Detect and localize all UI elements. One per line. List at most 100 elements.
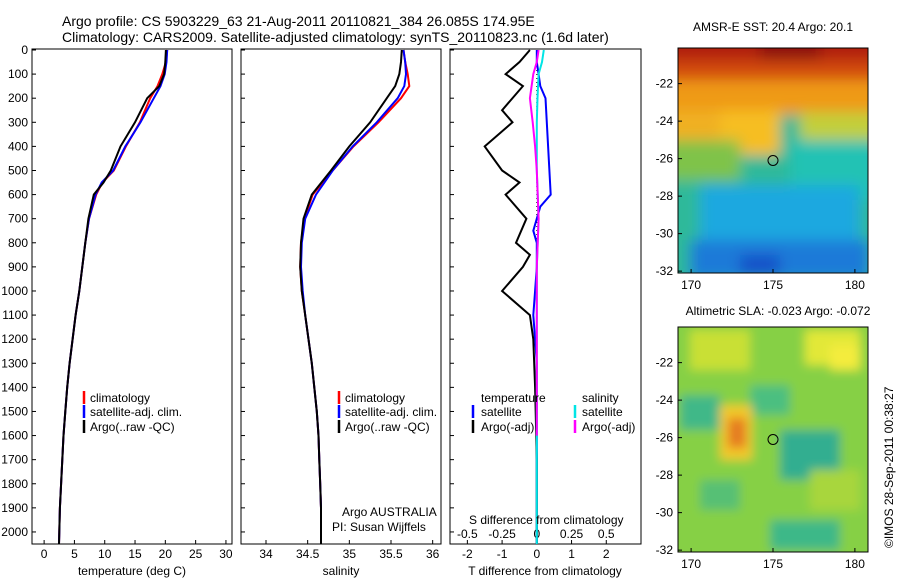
s-tick-label: -0.25	[488, 527, 516, 541]
legend-label: satellite	[481, 405, 522, 419]
lat-tick-label: -30	[656, 227, 674, 241]
depth-tick-label: 1600	[1, 429, 28, 443]
x-tick-label: 20	[159, 547, 173, 561]
x-tick-label: 35	[343, 547, 357, 561]
imos-timestamp: ©IMOS 28-Sep-2011 00:38:27	[882, 386, 896, 548]
x-tick-label: 5	[71, 547, 78, 561]
profile-location-marker	[767, 155, 779, 166]
lat-tick-label: -22	[656, 77, 674, 91]
lat-tick-label: -32	[656, 543, 674, 557]
series-line	[299, 49, 403, 544]
credit-line-1: Argo AUSTRALIA	[342, 505, 437, 519]
x-tick-label: 34	[259, 547, 273, 561]
x-tick-label: 10	[98, 547, 112, 561]
x-tick-label: 30	[219, 547, 233, 561]
legend-label: climatology	[90, 391, 150, 405]
depth-tick-label: 300	[8, 115, 28, 129]
x-tick-label: 1	[568, 547, 575, 561]
s-tick-label: -0.5	[457, 527, 478, 541]
lat-tick-label: -26	[656, 431, 674, 445]
lon-tick-label: 170	[681, 278, 701, 292]
profile-lines	[58, 49, 552, 545]
lat-tick-label: -22	[656, 356, 674, 370]
s-tick-label: 0.25	[560, 527, 584, 541]
difference-legend: temperature satellite Argo(-adj) salinit…	[469, 391, 635, 527]
legend-label: Argo(..raw -QC)	[345, 420, 430, 434]
lat-tick-label: -26	[656, 152, 674, 166]
depth-tick-label: 1200	[1, 332, 28, 346]
series-line	[528, 49, 540, 436]
lon-tick-label: 170	[681, 557, 701, 571]
series-line	[58, 49, 167, 545]
depth-tick-label: 200	[8, 91, 28, 105]
salinity-axis-label: salinity	[323, 564, 360, 578]
x-tick-label: 2	[603, 547, 610, 561]
profile-location-marker	[767, 434, 779, 445]
legend-title-temperature: temperature	[481, 391, 546, 405]
series-line	[535, 49, 545, 544]
depth-tick-label: 1500	[1, 404, 28, 418]
lon-tick-label: 180	[845, 278, 865, 292]
x-tick-label: 0	[41, 547, 48, 561]
depth-tick-label: 1300	[1, 356, 28, 370]
sst-map-axes: -22 -24 -26 -28 -30 -32 170 175 180	[656, 77, 866, 292]
depth-tick-label: 400	[8, 139, 28, 153]
depth-tick-label: 600	[8, 188, 28, 202]
legend-label: climatology	[345, 391, 405, 405]
sst-map-title: AMSR-E SST: 20.4 Argo: 20.1	[693, 20, 853, 34]
legend-title-salinity: salinity	[582, 391, 619, 405]
sla-map	[678, 327, 868, 552]
x-axes: 0 5 10 15 20 25 30 34 34.5 35 35.5 36 -2 -1 0 1 2 -0.5 -0.…	[41, 527, 615, 561]
legend-label: satellite-adj. clim.	[90, 405, 182, 419]
lon-tick-label: 180	[845, 557, 865, 571]
lat-tick-label: -30	[656, 506, 674, 520]
depth-tick-label: 1100	[2, 308, 28, 322]
x-tick-label: 35.5	[379, 547, 403, 561]
sla-map-axes: -22 -24 -26 -28 -30 -32 170 175 180	[656, 356, 866, 571]
difference-panel	[449, 48, 642, 545]
header-line-2: Climatology: CARS2009. Satellite-adjuste…	[62, 29, 609, 45]
lon-tick-label: 175	[763, 278, 783, 292]
x-tick-label: 36	[426, 547, 440, 561]
depth-tick-label: 1900	[1, 501, 28, 515]
temperature-axis-label: temperature (deg C)	[78, 564, 186, 578]
depth-tick-label: 800	[8, 236, 28, 250]
legend-label: Argo(-adj)	[582, 420, 635, 434]
x-tick-label: -1	[497, 547, 508, 561]
legend-label: satellite-adj. clim.	[345, 405, 437, 419]
series-line	[58, 49, 169, 545]
header-line-1: Argo profile: CS 5903229_63 21-Aug-2011 …	[62, 13, 535, 29]
lat-tick-label: -24	[656, 114, 674, 128]
x-tick-label: 34.5	[296, 547, 320, 561]
x-tick-label: 25	[189, 547, 203, 561]
depth-tick-label: 0	[21, 43, 28, 57]
temperature-panel	[31, 48, 233, 545]
salinity-panel	[240, 48, 442, 545]
lat-tick-label: -28	[656, 189, 674, 203]
s-difference-title: S difference from climatology	[469, 513, 624, 527]
depth-tick-label: 1400	[1, 380, 28, 394]
depth-tick-label: 900	[8, 260, 28, 274]
depth-tick-label: 700	[8, 212, 28, 226]
sst-map	[678, 48, 868, 273]
x-tick-label: 15	[128, 547, 142, 561]
depth-tick-label: 500	[8, 163, 28, 177]
lat-tick-label: -24	[656, 393, 674, 407]
depth-tick-label: 2000	[1, 525, 28, 539]
t-difference-axis-label: T difference from climatology	[468, 564, 622, 578]
sla-map-title: Altimetric SLA: -0.023 Argo: -0.072	[686, 304, 871, 318]
credit-line-2: PI: Susan Wijffels	[332, 520, 426, 534]
depth-tick-label: 100	[8, 67, 28, 81]
lat-tick-label: -28	[656, 468, 674, 482]
series-line	[58, 49, 169, 545]
depth-tick-label: 1700	[1, 453, 28, 467]
lon-tick-label: 175	[763, 557, 783, 571]
lat-tick-label: -32	[656, 264, 674, 278]
x-tick-label: -2	[462, 547, 473, 561]
series-line	[483, 49, 538, 544]
depth-tick-label: 1000	[1, 284, 28, 298]
legend-label: Argo(..raw -QC)	[90, 420, 175, 434]
salinity-legend: climatology satellite-adj. clim. Argo(..…	[332, 391, 437, 534]
x-tick-label: 0	[533, 547, 540, 561]
